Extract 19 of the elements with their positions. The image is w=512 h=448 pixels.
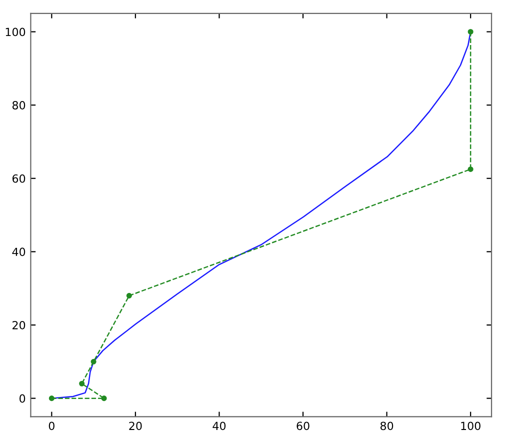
point	[48, 396, 54, 402]
x-tick-label: 80	[380, 422, 394, 430]
y-tick-label: 0	[20, 394, 26, 403]
point	[468, 28, 474, 35]
point	[126, 292, 132, 298]
point	[90, 358, 96, 364]
x-tick-label: 0	[48, 422, 54, 430]
y-tick-label: 20	[12, 320, 26, 330]
point	[101, 396, 107, 402]
x-tick-label: 60	[296, 422, 310, 430]
x-tick-label: 100	[461, 422, 480, 430]
y-tick-label: 40	[12, 248, 26, 256]
x-tick-label: 40	[212, 422, 226, 430]
y-tick-label: 80	[12, 101, 26, 110]
y-tick-label: 100	[6, 28, 26, 36]
point	[79, 380, 85, 386]
point	[468, 166, 474, 172]
x-tick-label: 20	[129, 422, 142, 430]
y-tick-label: 60	[12, 174, 26, 183]
